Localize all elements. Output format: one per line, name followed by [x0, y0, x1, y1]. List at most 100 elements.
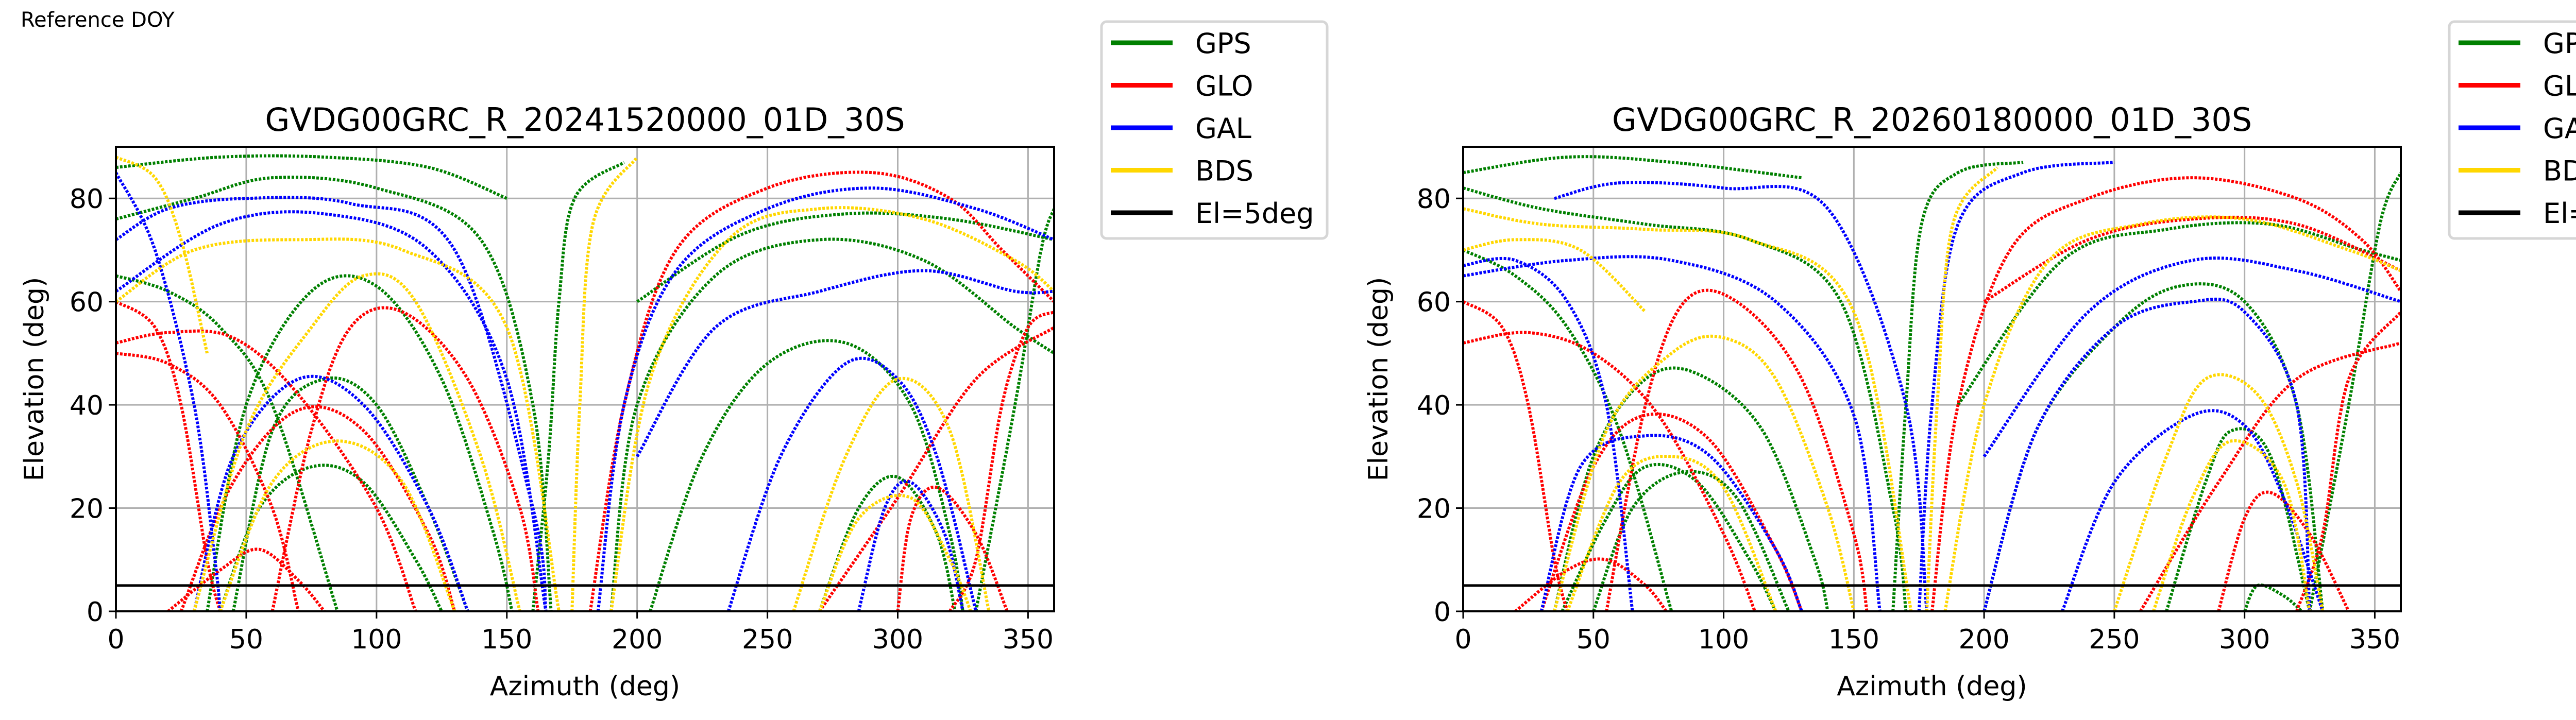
x-tick-label: 300	[2219, 624, 2270, 655]
axes-frame	[115, 146, 1055, 612]
gal-satellite-track	[857, 479, 964, 611]
gal-satellite-track	[116, 196, 548, 611]
glo-satellite-track	[1605, 288, 1869, 611]
gal-satellite-track	[116, 210, 548, 611]
bds-satellite-track	[1463, 238, 1647, 313]
gal-satellite-track	[2060, 409, 2325, 611]
gal-satellite-track	[1539, 434, 1803, 611]
y-axis-label: Elevation (deg)	[1363, 277, 1394, 482]
gal-satellite-track	[192, 374, 469, 611]
glo-satellite-track	[948, 310, 1054, 611]
glo-satellite-track	[896, 485, 1009, 611]
bds-satellite-track	[570, 156, 639, 611]
legend: GPS GLO GAL BDS El=5deg	[2448, 20, 2576, 240]
bds-satellite-track	[116, 237, 561, 611]
legend-label: BDS	[1195, 155, 1253, 187]
gps-satellite-track	[649, 339, 964, 611]
tracks-layer	[1463, 155, 2401, 611]
bds-satellite-track	[1463, 207, 1913, 611]
x-tick-label: 200	[612, 624, 663, 655]
legend-label: GPS	[1195, 27, 1251, 60]
gps-satellite-track	[2165, 427, 2311, 611]
x-tick-label: 350	[2349, 624, 2400, 655]
reference-doy-label: Reference DOY	[21, 8, 175, 32]
gps-satellite-track	[116, 176, 553, 611]
y-tick-label: 0	[1434, 597, 1451, 628]
gps-satellite-track	[1891, 161, 2024, 611]
gps-satellite-track	[1982, 282, 2325, 611]
x-tick-label: 50	[1577, 624, 1611, 655]
gps-satellite-track	[974, 208, 1054, 611]
bds-satellite-track	[2113, 373, 2325, 611]
x-tick-label: 100	[1698, 624, 1749, 655]
x-tick-label: 300	[872, 624, 923, 655]
gps-satellite-track	[1463, 248, 1673, 611]
gal-satellite-track	[116, 172, 222, 611]
legend-label: El=5deg	[2543, 197, 2576, 230]
bds-satellite-track	[1943, 215, 2401, 611]
bds-satellite-track	[1925, 166, 1998, 611]
gps-satellite-track	[1957, 221, 2401, 406]
bds-satellite-track	[2151, 439, 2312, 611]
bds-satellite-track	[218, 439, 456, 611]
gps-satellite-track	[116, 274, 339, 611]
gal-satellite-track	[1463, 255, 1882, 611]
y-tick-label: 40	[70, 390, 104, 421]
axes-frame	[1462, 146, 2402, 612]
chart-title: GVDG00GRC_R_20241520000_01D_30S	[265, 101, 905, 139]
glo-satellite-track	[116, 351, 300, 611]
gps-satellite-track	[531, 161, 625, 611]
skyplot-chart-2: 0 50 100 150 200 250 300 350 0 20 40 60 80 GVDG00GRC_…	[1363, 20, 2576, 702]
gal-satellite-track	[1554, 181, 1928, 611]
glo-satellite-track	[1539, 412, 1803, 611]
glo-satellite-track	[1930, 176, 2401, 611]
y-tick-label: 40	[1417, 390, 1451, 421]
bds-satellite-track	[792, 376, 991, 611]
legend-label: El=5deg	[1195, 197, 1314, 230]
glo-satellite-track	[179, 405, 456, 611]
x-tick-label: 150	[481, 624, 532, 655]
gps-satellite-track	[609, 237, 1054, 611]
legend-label: GAL	[1195, 112, 1251, 145]
gps-satellite-track	[2243, 583, 2303, 611]
legend-label: BDS	[2543, 155, 2576, 187]
glo-satellite-track	[1463, 300, 1569, 611]
x-tick-label: 0	[1454, 624, 1471, 655]
bds-satellite-track	[1566, 454, 1777, 611]
gps-satellite-track	[1561, 462, 1777, 611]
x-tick-label: 200	[1958, 624, 2009, 655]
x-axis-label: Azimuth (deg)	[490, 671, 680, 702]
x-tick-label: 50	[229, 624, 263, 655]
legend: GPS GLO GAL BDS El=5deg	[1100, 20, 1329, 240]
glo-satellite-track	[1983, 215, 2401, 303]
y-tick-label: 60	[1417, 287, 1451, 318]
gal-satellite-track	[1982, 297, 2312, 611]
gps-satellite-track	[1463, 186, 1908, 611]
x-axis-label: Azimuth (deg)	[1837, 671, 2027, 702]
legend-label: GLO	[2543, 70, 2576, 102]
tracks-layer	[116, 154, 1054, 611]
legend-label: GPS	[2543, 27, 2576, 60]
glo-satellite-track	[116, 300, 222, 611]
y-tick-label: 80	[70, 184, 104, 215]
gal-satellite-track	[726, 356, 978, 611]
y-tick-label: 20	[70, 494, 104, 525]
skyplot-chart-1: 0 50 100 150 200 250 300 350 0 20 40 60 80 GVDG00GRC_…	[19, 20, 1329, 702]
gps-satellite-track	[1463, 155, 1802, 180]
y-tick-label: 20	[1417, 494, 1451, 525]
gal-satellite-track	[1917, 161, 2115, 611]
y-axis-label: Elevation (deg)	[19, 277, 50, 482]
legend-box	[1100, 20, 1329, 240]
gps-satellite-track	[1553, 366, 1829, 611]
glo-satellite-track	[116, 329, 417, 611]
bds-satellite-track	[116, 156, 209, 354]
gal-satellite-track	[1982, 256, 2401, 458]
y-tick-label: 80	[1417, 184, 1451, 215]
x-tick-label: 0	[107, 624, 124, 655]
gal-satellite-track	[596, 186, 1054, 611]
bds-satellite-track	[609, 206, 1054, 611]
x-tick-label: 150	[1828, 624, 1879, 655]
legend-label: GLO	[1195, 70, 1253, 102]
x-tick-label: 250	[2089, 624, 2140, 655]
